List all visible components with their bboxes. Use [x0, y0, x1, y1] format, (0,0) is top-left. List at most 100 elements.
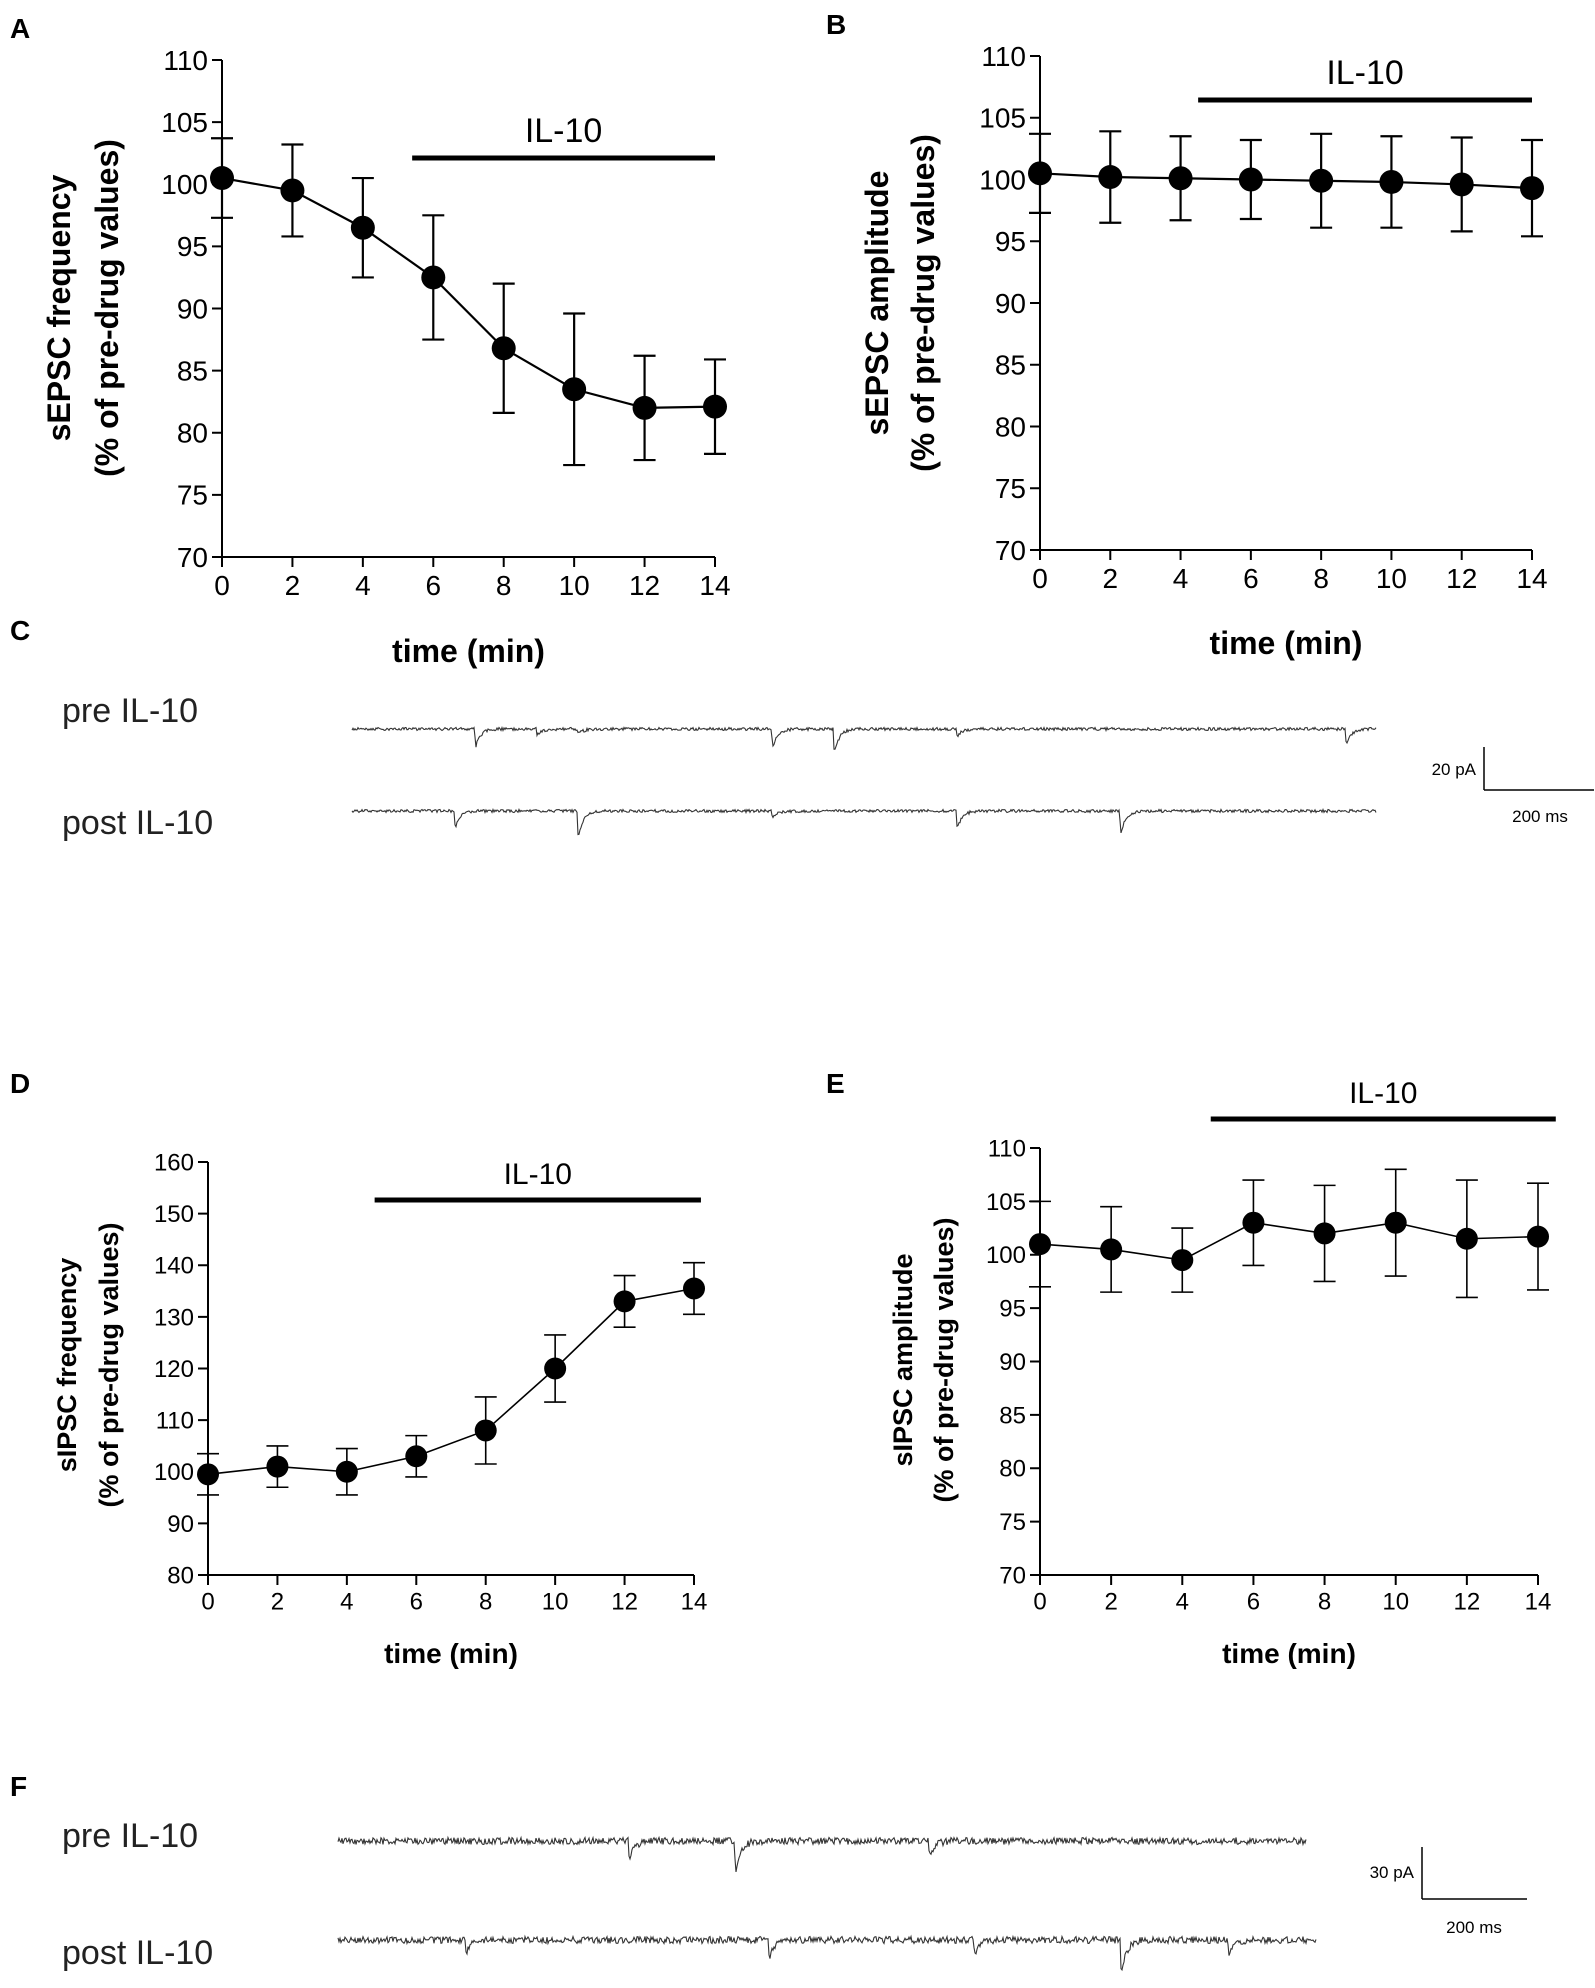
data-point [1384, 1211, 1407, 1234]
scale-bar-y-label: 30 pA [1370, 1863, 1415, 1882]
y-tick-label: 100 [154, 1459, 194, 1486]
data-point [350, 215, 375, 240]
data-point [1455, 1227, 1478, 1250]
current-trace [351, 726, 1377, 750]
y-tick-label: 70 [999, 1562, 1026, 1589]
data-point [632, 395, 657, 420]
data-point [421, 265, 446, 290]
x-tick-label: 14 [1516, 563, 1547, 594]
x-tick-label: 10 [1382, 1588, 1409, 1615]
data-point [1449, 172, 1474, 197]
data-point [1379, 169, 1404, 194]
y-axis-title: sIPSC amplitude [888, 1253, 918, 1466]
x-tick-label: 0 [1032, 563, 1048, 594]
y-tick-label: 110 [156, 1408, 194, 1435]
y-tick-label: 110 [981, 41, 1026, 72]
x-tick-label: 4 [340, 1588, 353, 1615]
data-point [1171, 1249, 1194, 1272]
y-axis-title: sEPSC amplitude [859, 171, 895, 436]
y-tick-label: 120 [154, 1356, 194, 1383]
y-axis-title: sIPSC frequency [52, 1258, 82, 1473]
x-tick-label: 0 [214, 570, 230, 601]
y-axis-title: (% of pre-drug values) [905, 134, 941, 472]
x-axis-title: time (min) [1210, 625, 1363, 661]
y-tick-label: 70 [995, 535, 1026, 566]
data-point [544, 1357, 567, 1380]
trace-row-label: post IL-10 [62, 804, 213, 842]
data-point [1313, 1222, 1336, 1245]
trace-panel-c: pre IL-10 post IL-10 20 pA 200 ms [62, 692, 1594, 842]
trace-panel-f: pre IL-10 post IL-10 30 pA 200 ms [62, 1817, 1527, 1972]
x-tick-label: 0 [1033, 1588, 1046, 1615]
current-trace [337, 1835, 1307, 1873]
data-point [1238, 167, 1263, 192]
y-tick-label: 85 [995, 350, 1026, 381]
y-axis-title: (% of pre-drug values) [89, 139, 125, 477]
drug-bar-label: IL-10 [525, 112, 603, 150]
data-point [703, 394, 727, 419]
y-tick-label: 90 [999, 1349, 1026, 1376]
data-point [335, 1460, 358, 1483]
chart-panel-e: 70 75 80 85 90 95 100 105 110 0 2 4 6 8 10 12 14 time (mi… [888, 1077, 1556, 1669]
y-tick-label: 105 [161, 107, 208, 138]
y-tick-label: 100 [161, 169, 208, 200]
x-tick-label: 2 [1102, 563, 1118, 594]
y-axis-title: (% of pre-drug values) [929, 1217, 959, 1502]
y-tick-label: 140 [154, 1253, 194, 1280]
data-point [266, 1455, 289, 1478]
y-tick-label: 95 [995, 226, 1026, 257]
y-tick-label: 130 [154, 1304, 194, 1331]
x-tick-label: 4 [355, 570, 371, 601]
x-tick-label: 12 [611, 1588, 638, 1615]
data-point [491, 336, 516, 361]
x-tick-label: 8 [1318, 1588, 1331, 1615]
data-point [210, 166, 234, 191]
x-axis-title: time (min) [392, 633, 545, 669]
data-point [280, 178, 305, 203]
chart-panel-a: 70 75 80 85 90 95 100 105 110 0 2 4 6 8 10 12 14 time (mi… [41, 45, 731, 669]
series-line [1039, 1221, 1539, 1261]
y-tick-label: 80 [995, 411, 1026, 442]
series-line [221, 176, 716, 410]
y-tick-label: 80 [177, 418, 208, 449]
panel-label-d: D [10, 1068, 30, 1099]
trace-row-label: post IL-10 [62, 1934, 213, 1972]
x-tick-label: 14 [681, 1588, 708, 1615]
x-tick-label: 2 [285, 570, 301, 601]
y-tick-label: 80 [167, 1562, 194, 1589]
data-point [562, 377, 587, 402]
series-line [207, 1287, 695, 1476]
x-tick-label: 6 [1243, 563, 1259, 594]
y-tick-label: 75 [999, 1509, 1026, 1536]
y-tick-label: 90 [177, 293, 208, 324]
y-tick-label: 85 [999, 1402, 1026, 1429]
y-tick-label: 95 [999, 1296, 1026, 1323]
y-tick-label: 105 [986, 1189, 1026, 1216]
x-tick-label: 8 [1313, 563, 1329, 594]
y-tick-label: 100 [986, 1242, 1026, 1269]
x-tick-label: 10 [542, 1588, 569, 1615]
x-tick-label: 2 [1104, 1588, 1117, 1615]
y-tick-label: 80 [999, 1456, 1026, 1483]
data-point [683, 1277, 705, 1300]
panel-label-a: A [10, 13, 30, 44]
scale-bar-x-label: 200 ms [1512, 807, 1568, 826]
x-axis-title: time (min) [384, 1638, 518, 1669]
x-tick-label: 8 [496, 570, 512, 601]
x-tick-label: 6 [1247, 1588, 1260, 1615]
y-tick-label: 150 [154, 1201, 194, 1228]
x-axis-title: time (min) [1222, 1638, 1356, 1669]
y-axis-title: sEPSC frequency [41, 174, 77, 441]
x-tick-label: 14 [699, 570, 730, 601]
x-tick-label: 10 [1376, 563, 1407, 594]
drug-bar-label: IL-10 [504, 1158, 572, 1191]
data-point [1242, 1211, 1265, 1234]
data-point [1168, 166, 1193, 191]
x-tick-label: 6 [425, 570, 441, 601]
data-point [1028, 161, 1052, 186]
x-tick-label: 4 [1173, 563, 1189, 594]
y-tick-label: 90 [995, 288, 1026, 319]
x-tick-label: 4 [1176, 1588, 1189, 1615]
current-trace [337, 1934, 1317, 1972]
panel-label-b: B [826, 9, 846, 40]
